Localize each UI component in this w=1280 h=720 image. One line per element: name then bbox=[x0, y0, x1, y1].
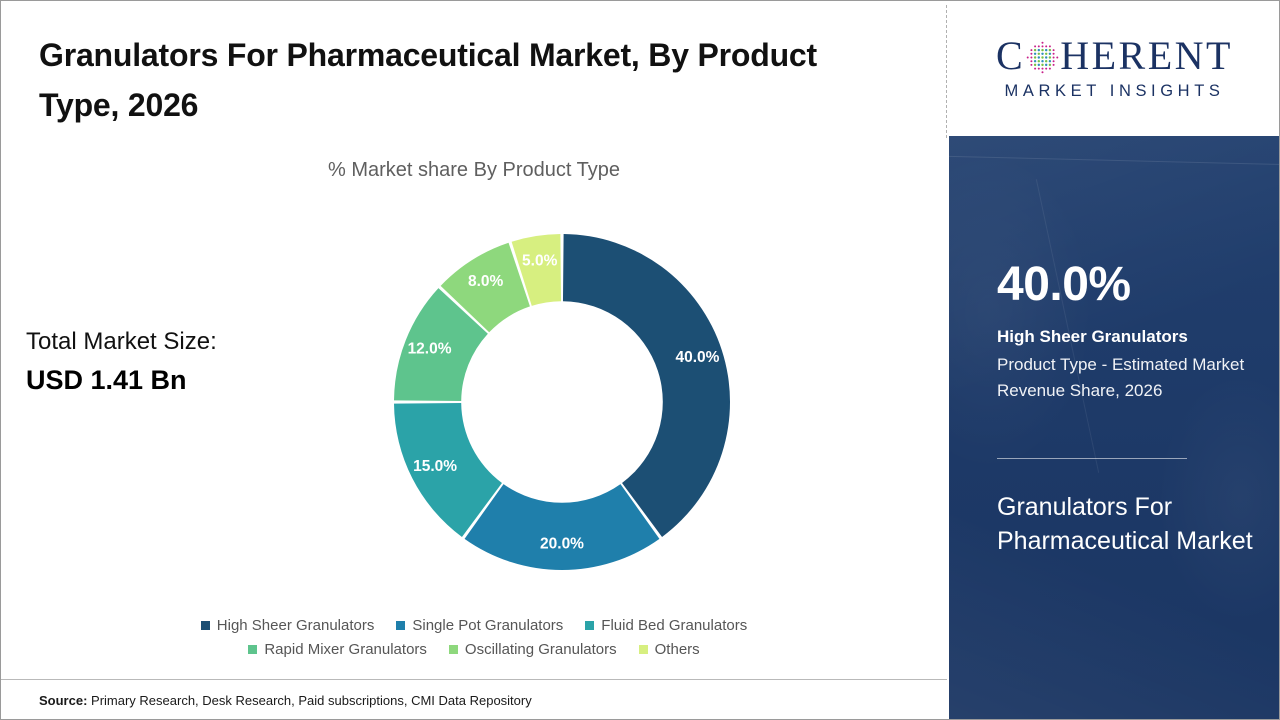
chart-subtitle: % Market share By Product Type bbox=[328, 159, 620, 181]
donut-chart: 40.0% 20.0% 15.0% 12.0% 8.0% 5.0% bbox=[381, 221, 743, 583]
donut-slices bbox=[394, 234, 730, 570]
globe-icon-svg bbox=[1026, 41, 1059, 73]
donut-slice-label: 8.0% bbox=[468, 273, 504, 290]
sidebar-stat-segment: High Sheer Granulators bbox=[997, 327, 1188, 346]
legend-label: Rapid Mixer Granulators bbox=[264, 641, 427, 658]
legend-swatch-icon bbox=[200, 621, 210, 630]
legend-row: Rapid Mixer Granulators Oscillating Gran… bbox=[1, 641, 947, 658]
market-size-value: USD 1.41 Bn bbox=[26, 364, 187, 395]
source-text: Primary Research, Desk Research, Paid su… bbox=[87, 693, 532, 708]
donut-slice bbox=[511, 234, 562, 306]
legend-swatch-icon bbox=[585, 621, 595, 630]
vertical-dashed-divider bbox=[946, 5, 947, 138]
donut-slice bbox=[394, 288, 488, 402]
legend-item: Rapid Mixer Granulators bbox=[248, 641, 427, 658]
donut-slice-label: 20.0% bbox=[540, 536, 584, 553]
legend-row: High Sheer Granulators Single Pot Granul… bbox=[1, 617, 947, 634]
legend-swatch-icon bbox=[396, 621, 406, 630]
donut-slice bbox=[562, 234, 730, 537]
sidebar-stat-description: Product Type - Estimated Market Revenue … bbox=[997, 355, 1245, 400]
logo-area: C HERENT MARKET INSIGHTS bbox=[949, 1, 1279, 136]
page-title: Granulators For Pharmaceutical Market, B… bbox=[39, 37, 817, 123]
legend-label: High Sheer Granulators bbox=[216, 617, 375, 634]
source-prefix: Source: bbox=[39, 693, 88, 708]
left-content-pane: Granulators For Pharmaceutical Market, B… bbox=[1, 1, 947, 719]
legend-swatch-icon bbox=[248, 645, 258, 654]
logo-letter-c: C bbox=[996, 33, 1026, 78]
coherent-market-insights-logo: C HERENT MARKET INSIGHTS bbox=[965, 36, 1265, 101]
logo-wordmark: C HERENT bbox=[965, 36, 1265, 76]
total-market-size: Total Market Size: USD 1.41 Bn bbox=[26, 323, 326, 400]
logo-word-herent: HERENT bbox=[1060, 33, 1233, 78]
legend-swatch-icon bbox=[638, 645, 648, 654]
market-size-label: Total Market Size: bbox=[26, 328, 217, 355]
sidebar-rule bbox=[997, 458, 1187, 459]
legend-label: Single Pot Granulators bbox=[412, 617, 564, 634]
legend-label: Fluid Bed Granulators bbox=[601, 617, 748, 634]
sidebar-market-title: Granulators For Pharmaceutical Market bbox=[997, 493, 1253, 555]
logo-tagline: MARKET INSIGHTS bbox=[1004, 82, 1225, 100]
footer-divider bbox=[1, 679, 947, 680]
donut-chart-svg: 40.0% 20.0% 15.0% 12.0% 8.0% 5.0% bbox=[394, 234, 730, 570]
source-note: Source: Primary Research, Desk Research,… bbox=[39, 693, 532, 708]
chart-legend: High Sheer Granulators Single Pot Granul… bbox=[1, 617, 947, 665]
legend-item: High Sheer Granulators bbox=[200, 617, 375, 634]
donut-slice bbox=[464, 484, 660, 570]
donut-slice-label: 5.0% bbox=[522, 252, 558, 269]
donut-slice-label: 15.0% bbox=[413, 458, 457, 475]
legend-label: Others bbox=[654, 641, 700, 658]
donut-slice-label: 40.0% bbox=[676, 349, 720, 366]
donut-slice-label: 12.0% bbox=[408, 341, 452, 358]
donut-slice bbox=[440, 242, 530, 333]
sidebar-stat-value: 40.0% bbox=[997, 258, 1131, 311]
donut-slice-labels: 40.0% 20.0% 15.0% 12.0% 8.0% 5.0% bbox=[408, 252, 720, 552]
legend-item: Fluid Bed Granulators bbox=[585, 617, 747, 634]
legend-item: Oscillating Granulators bbox=[448, 641, 617, 658]
legend-label: Oscillating Granulators bbox=[464, 641, 617, 658]
legend-item: Single Pot Granulators bbox=[396, 617, 563, 634]
legend-swatch-icon bbox=[448, 645, 458, 654]
donut-slice bbox=[394, 402, 502, 537]
globe-icon bbox=[1026, 41, 1059, 74]
sidebar-panel: 40.0% High Sheer Granulators Product Typ… bbox=[949, 136, 1279, 719]
legend-item: Others bbox=[638, 641, 700, 658]
